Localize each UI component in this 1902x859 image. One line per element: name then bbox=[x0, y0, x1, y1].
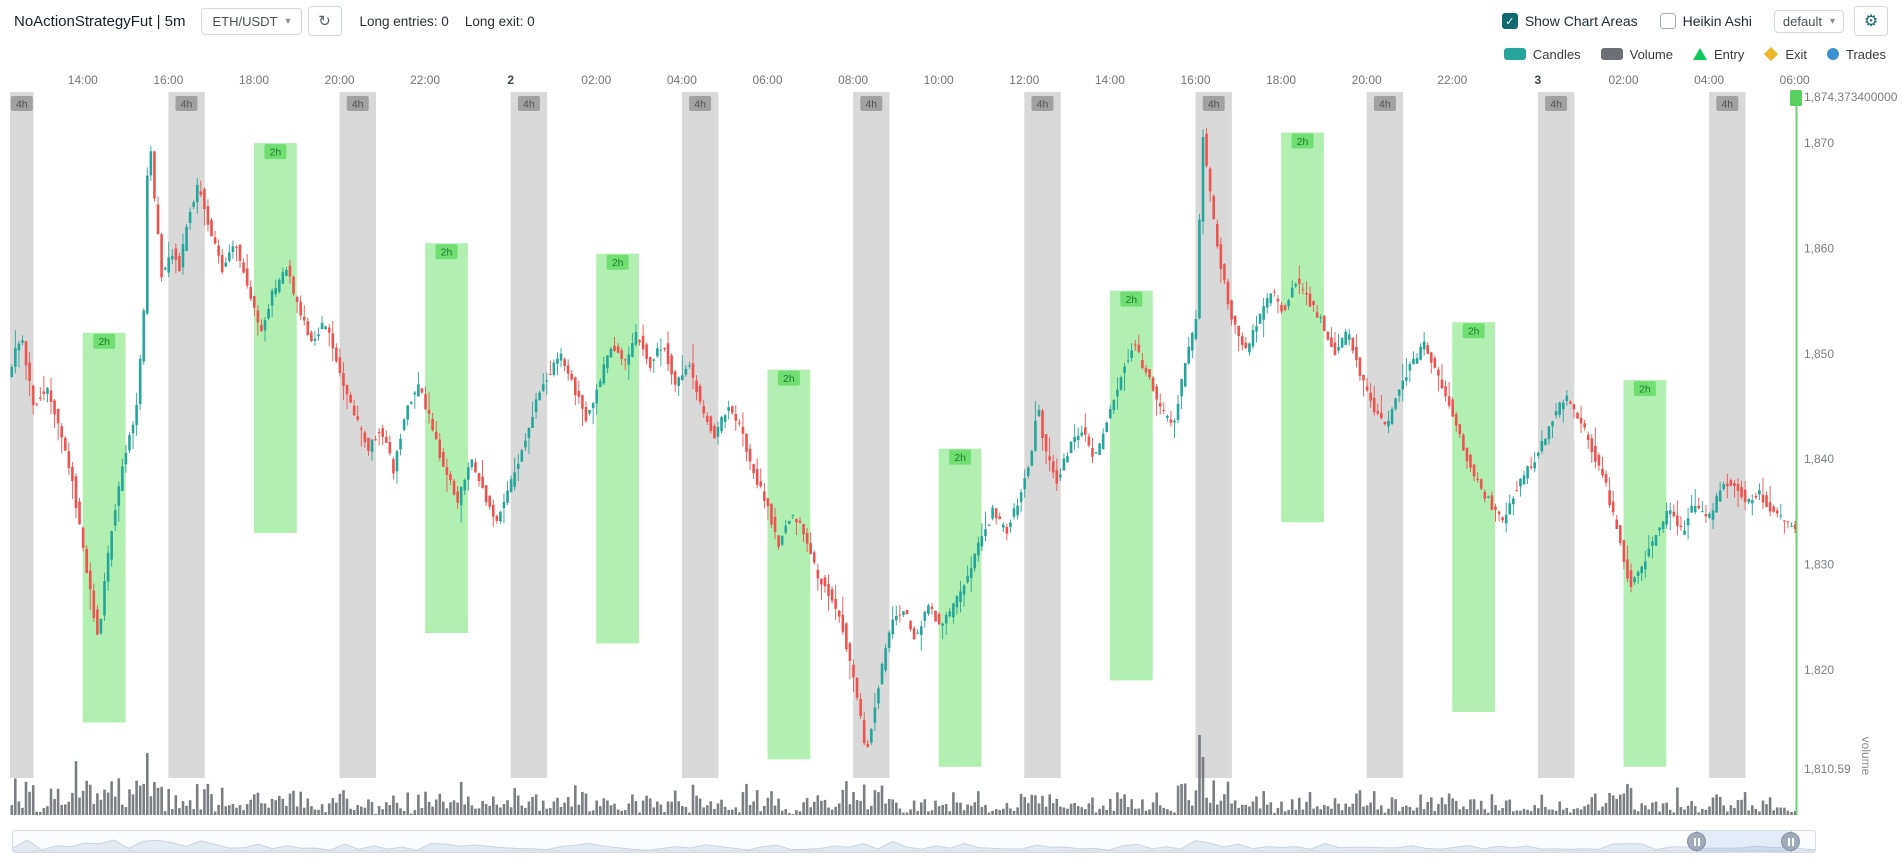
svg-text:14:00: 14:00 bbox=[68, 73, 98, 87]
plot-config-value: default bbox=[1782, 13, 1822, 29]
svg-text:22:00: 22:00 bbox=[1437, 73, 1467, 87]
svg-text:06:00: 06:00 bbox=[1780, 73, 1810, 87]
svg-text:4h: 4h bbox=[181, 99, 193, 111]
plot-config-select[interactable]: default ▾ bbox=[1773, 9, 1844, 33]
legend-item-exit[interactable]: Exit bbox=[1764, 47, 1807, 62]
svg-text:2h: 2h bbox=[783, 373, 795, 385]
chevron-down-icon: ▾ bbox=[1829, 15, 1835, 27]
svg-text:2h: 2h bbox=[98, 336, 110, 348]
heikin-ashi-checkbox[interactable]: Heikin Ashi bbox=[1659, 13, 1752, 29]
svg-text:1,850: 1,850 bbox=[1804, 347, 1834, 361]
long-entries-stat: Long entries: 0 bbox=[359, 13, 449, 29]
datazoom-selection[interactable] bbox=[1696, 831, 1792, 852]
svg-text:1,870: 1,870 bbox=[1804, 136, 1834, 150]
svg-text:16:00: 16:00 bbox=[153, 73, 183, 87]
svg-text:10:00: 10:00 bbox=[924, 73, 954, 87]
svg-text:02:00: 02:00 bbox=[581, 73, 611, 87]
svg-text:18:00: 18:00 bbox=[1266, 73, 1296, 87]
legend-label: Trades bbox=[1846, 46, 1886, 62]
legend-label: Entry bbox=[1714, 46, 1745, 62]
svg-text:1,860: 1,860 bbox=[1804, 241, 1834, 255]
svg-text:4h: 4h bbox=[16, 99, 28, 111]
svg-text:1,840: 1,840 bbox=[1804, 452, 1834, 466]
svg-text:16:00: 16:00 bbox=[1180, 73, 1210, 87]
svg-text:2h: 2h bbox=[1297, 136, 1309, 148]
datazoom-slider[interactable] bbox=[12, 830, 1816, 853]
refresh-icon: ↻ bbox=[318, 13, 331, 30]
svg-text:1,830: 1,830 bbox=[1804, 558, 1834, 572]
candlestick-chart[interactable]: 4h 4h 4h 4h 4h 4h 4h 4h 4h 4h 4h 2h 2h 2h 2h 2h 2h 2h 2h 2h… bbox=[0, 66, 1902, 822]
checkbox-unchecked-icon bbox=[1659, 13, 1676, 29]
pair-select-value: ETH/USDT bbox=[212, 13, 278, 29]
legend-item-trades[interactable]: Trades bbox=[1827, 47, 1886, 62]
exit-diamond-icon bbox=[1764, 46, 1779, 62]
svg-text:4h: 4h bbox=[694, 99, 706, 111]
svg-text:4h: 4h bbox=[1037, 99, 1049, 111]
svg-text:1,810.59: 1,810.59 bbox=[1804, 762, 1851, 776]
trades-circle-icon bbox=[1827, 48, 1840, 60]
svg-text:1,820: 1,820 bbox=[1804, 663, 1834, 677]
svg-text:3: 3 bbox=[1535, 73, 1542, 87]
svg-text:22:00: 22:00 bbox=[410, 73, 440, 87]
svg-text:volume: volume bbox=[1859, 737, 1873, 776]
legend-item-volume[interactable]: Volume bbox=[1600, 46, 1673, 62]
svg-text:4h: 4h bbox=[1208, 99, 1220, 111]
show-chart-areas-checkbox[interactable]: ✓ Show Chart Areas bbox=[1501, 13, 1638, 29]
candles-swatch bbox=[1503, 48, 1526, 60]
svg-text:2h: 2h bbox=[612, 257, 624, 269]
volume-swatch bbox=[1600, 48, 1623, 60]
pair-select[interactable]: ETH/USDT ▾ bbox=[201, 7, 302, 35]
svg-text:08:00: 08:00 bbox=[838, 73, 868, 87]
svg-text:4h: 4h bbox=[523, 99, 535, 111]
svg-text:18:00: 18:00 bbox=[239, 73, 269, 87]
svg-text:2h: 2h bbox=[1125, 294, 1137, 306]
svg-text:2h: 2h bbox=[441, 247, 453, 259]
long-exit-stat: Long exit: 0 bbox=[464, 13, 535, 29]
svg-text:2h: 2h bbox=[954, 452, 966, 464]
legend-label: Volume bbox=[1629, 46, 1673, 62]
svg-text:4h: 4h bbox=[1721, 99, 1733, 111]
chart-legend: Candles Volume Entry Exit Trades bbox=[0, 42, 1902, 66]
svg-text:06:00: 06:00 bbox=[752, 73, 782, 87]
svg-text:04:00: 04:00 bbox=[667, 73, 697, 87]
datazoom-left-handle[interactable] bbox=[1687, 832, 1706, 851]
svg-text:14:00: 14:00 bbox=[1095, 73, 1125, 87]
svg-text:2: 2 bbox=[507, 73, 514, 87]
chevron-down-icon: ▾ bbox=[285, 15, 291, 27]
svg-text:2h: 2h bbox=[1468, 326, 1480, 338]
svg-text:04:00: 04:00 bbox=[1694, 73, 1724, 87]
checkbox-checked-icon: ✓ bbox=[1501, 13, 1518, 29]
show-chart-areas-label: Show Chart Areas bbox=[1524, 13, 1638, 29]
legend-label: Candles bbox=[1532, 46, 1581, 62]
strategy-title: NoActionStrategyFut | 5m bbox=[14, 12, 186, 30]
legend-item-candles[interactable]: Candles bbox=[1503, 46, 1581, 62]
svg-text:4h: 4h bbox=[1550, 99, 1562, 111]
svg-text:02:00: 02:00 bbox=[1608, 73, 1638, 87]
top-toolbar: NoActionStrategyFut | 5m ETH/USDT ▾ ↻ Lo… bbox=[0, 0, 1902, 42]
datazoom-sparkline bbox=[13, 839, 1815, 852]
entry-triangle-icon bbox=[1693, 48, 1707, 60]
trade-stats: Long entries: 0 Long exit: 0 bbox=[360, 14, 535, 29]
svg-text:4h: 4h bbox=[1379, 99, 1391, 111]
gear-icon: ⚙ bbox=[1863, 13, 1879, 30]
svg-text:20:00: 20:00 bbox=[325, 73, 355, 87]
settings-button[interactable]: ⚙ bbox=[1854, 6, 1888, 36]
svg-text:2h: 2h bbox=[270, 147, 282, 159]
legend-label: Exit bbox=[1785, 46, 1808, 62]
heikin-ashi-label: Heikin Ashi bbox=[1682, 13, 1752, 29]
svg-text:12:00: 12:00 bbox=[1009, 73, 1039, 87]
svg-text:4h: 4h bbox=[352, 99, 364, 111]
refresh-button[interactable]: ↻ bbox=[307, 6, 342, 36]
svg-text:20:00: 20:00 bbox=[1352, 73, 1382, 87]
svg-text:4h: 4h bbox=[865, 99, 877, 111]
svg-text:2h: 2h bbox=[1639, 384, 1651, 396]
svg-text:1,874.373400000: 1,874.373400000 bbox=[1804, 90, 1898, 104]
datazoom-right-handle[interactable] bbox=[1781, 832, 1800, 851]
legend-item-entry[interactable]: Entry bbox=[1693, 47, 1744, 62]
chart-region: 4h 4h 4h 4h 4h 4h 4h 4h 4h 4h 4h 2h 2h 2h 2h 2h 2h 2h 2h 2h… bbox=[0, 66, 1902, 859]
